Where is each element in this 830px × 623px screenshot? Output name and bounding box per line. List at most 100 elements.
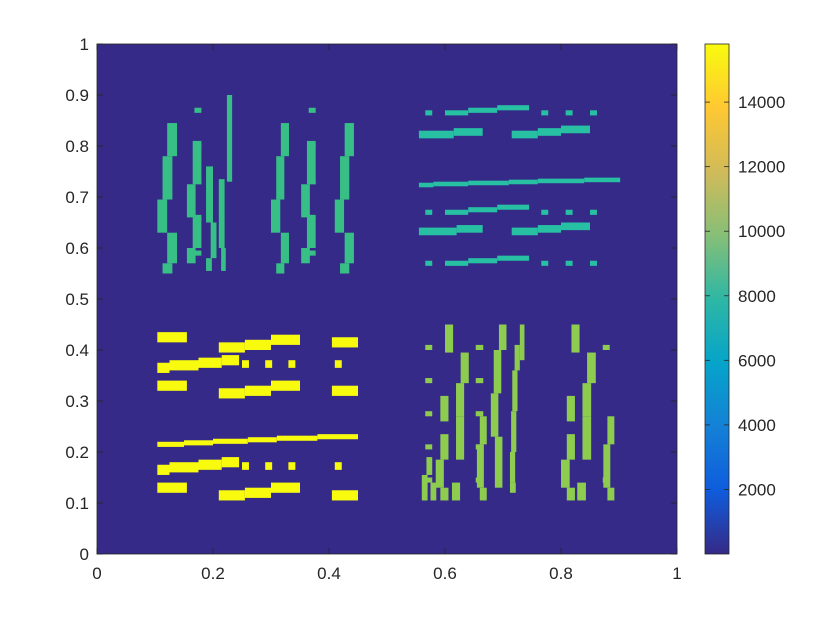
cell-bottom-left-26 [331, 337, 358, 348]
cell-bottom-left-12 [244, 339, 271, 350]
cell-bottom-left-33 [213, 438, 248, 444]
cell-top-left-13 [194, 250, 202, 256]
colorbar-frame [704, 43, 730, 555]
cell-top-right-36 [590, 260, 597, 266]
cell-top-left-7 [192, 217, 202, 248]
cell-top-right-12 [497, 105, 530, 111]
x-tick-label: 0.2 [201, 564, 225, 583]
cell-bottom-left-18 [244, 487, 271, 498]
x-tick-label: 0.4 [317, 564, 341, 583]
cell-bottom-right-41 [582, 383, 592, 417]
cell-bottom-left-32 [184, 440, 213, 446]
x-tick-label: 0.6 [433, 564, 457, 583]
cell-top-right-24 [584, 177, 621, 183]
colorbar: 2000 4000 6000 8000 10000 12000 14000 [704, 43, 785, 555]
cell-bottom-right-9 [440, 395, 449, 422]
cell-bottom-left-0 [157, 332, 187, 343]
cell-top-right-26 [425, 209, 433, 215]
cell-top-left-29 [308, 107, 316, 113]
cell-top-right-31 [565, 110, 573, 116]
cell-bottom-left-16 [271, 380, 300, 391]
cell-bottom-right-33 [509, 452, 516, 483]
cell-top-left-34 [344, 123, 354, 157]
cell-top-left-0 [167, 123, 178, 157]
cell-bottom-right-5 [421, 474, 428, 501]
cell-top-right-17 [468, 207, 498, 213]
x-tick-label: 0.8 [549, 564, 573, 583]
colorbar-tick-label: 14000 [738, 93, 785, 112]
cell-top-right-10 [445, 110, 469, 116]
y-tick-label: 0 [80, 545, 89, 564]
cell-top-left-27 [306, 217, 316, 248]
colorbar-gradient [705, 44, 729, 554]
cell-top-right-9 [561, 222, 590, 231]
colorbar-tick-label: 2000 [738, 480, 776, 499]
cell-top-right-3 [456, 225, 483, 233]
cell-bottom-right-47 [603, 444, 611, 488]
cell-top-right-35 [590, 209, 597, 215]
cell-top-right-13 [445, 260, 469, 266]
x-tick-label: 1 [672, 564, 681, 583]
cell-top-right-7 [511, 227, 538, 236]
cell-top-right-22 [508, 179, 538, 185]
cell-top-left-37 [344, 232, 354, 264]
cell-bottom-right-11 [435, 459, 444, 488]
cell-bottom-left-31 [157, 441, 184, 447]
cell-bottom-right-7 [430, 482, 437, 501]
cell-bottom-right-30 [514, 344, 520, 371]
y-tick-label: 0.5 [65, 290, 89, 309]
cell-top-left-31 [308, 179, 316, 185]
cell-top-left-17 [218, 179, 225, 248]
cell-top-left-36 [334, 199, 345, 233]
cell-bottom-right-43 [577, 482, 586, 501]
cell-top-left-35 [340, 156, 350, 200]
cell-bottom-right-10 [440, 434, 449, 460]
cell-top-right-1 [453, 128, 483, 136]
cell-top-left-16 [206, 258, 212, 271]
x-tick-label: 0 [92, 564, 101, 583]
cell-top-right-11 [468, 107, 498, 113]
cell-top-left-5 [192, 140, 202, 185]
cell-bottom-left-19 [271, 482, 300, 493]
cell-top-left-11 [194, 179, 202, 185]
cell-bottom-left-11 [218, 342, 245, 353]
cell-top-right-2 [418, 227, 457, 236]
cell-bottom-left-17 [218, 490, 245, 501]
data-regions [157, 95, 621, 501]
cell-bottom-right-35 [571, 324, 580, 353]
cell-bottom-right-40 [587, 352, 596, 384]
cell-top-right-0 [418, 130, 454, 139]
cell-bottom-left-22 [288, 360, 296, 368]
y-tick-label: 0.1 [65, 494, 89, 513]
cell-top-left-22 [271, 199, 281, 233]
cell-top-right-16 [445, 209, 469, 215]
cell-bottom-right-28 [494, 436, 503, 488]
cell-top-left-23 [280, 232, 289, 264]
cell-bottom-left-8 [169, 462, 199, 473]
cell-bottom-left-15 [244, 385, 271, 396]
cell-bottom-right-8 [445, 324, 454, 353]
cell-bottom-right-12 [440, 487, 449, 501]
cell-top-right-27 [425, 260, 433, 266]
cell-top-left-25 [306, 140, 316, 185]
y-tick-label: 1 [80, 35, 89, 54]
cell-top-right-8 [537, 225, 561, 233]
y-tick-label: 0.8 [65, 137, 89, 156]
cell-top-left-2 [157, 199, 168, 233]
colorbar-ticks: 2000 4000 6000 8000 10000 12000 14000 [705, 93, 785, 499]
plot-area: 0 0.2 0.4 0.6 0.8 1 0 0.1 0.2 0.3 0.4 0.5 0.6 0.7 0.8… [65, 35, 681, 583]
cell-bottom-left-30 [334, 462, 342, 470]
cell-top-left-8 [186, 248, 196, 264]
region-top-left [157, 95, 354, 274]
region-top-right [418, 105, 621, 266]
cell-bottom-right-14 [456, 383, 465, 417]
cell-bottom-left-9 [198, 459, 222, 470]
cell-bottom-right-3 [425, 444, 433, 450]
x-axis: 0 0.2 0.4 0.6 0.8 1 [92, 44, 682, 583]
cell-bottom-right-31 [512, 370, 518, 412]
cell-bottom-left-14 [218, 388, 245, 399]
cell-top-right-25 [425, 110, 433, 116]
cell-bottom-left-10 [221, 457, 240, 468]
cell-bottom-right-32 [511, 411, 517, 452]
cell-top-left-18 [221, 248, 226, 271]
